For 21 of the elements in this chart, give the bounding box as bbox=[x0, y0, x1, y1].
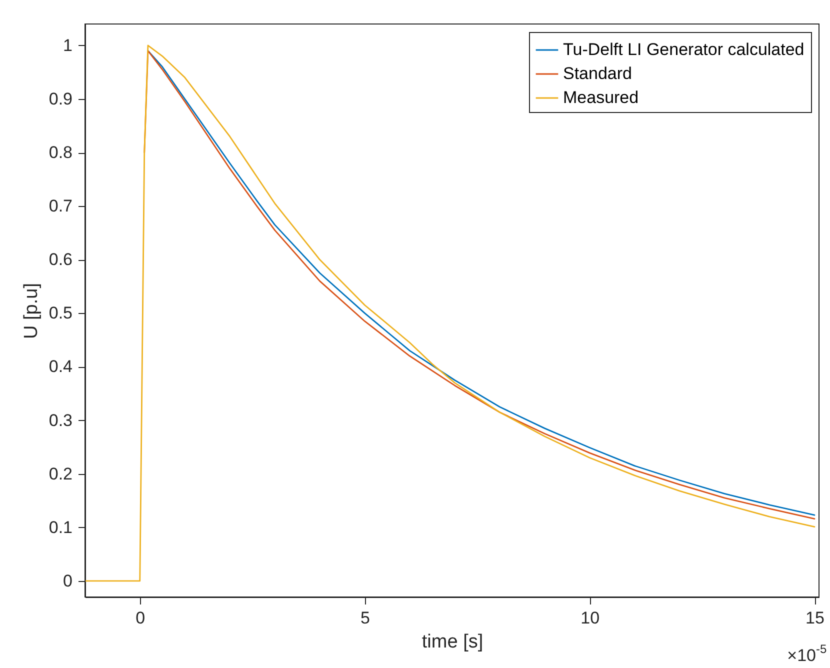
y-tick-label: 0.3 bbox=[48, 410, 72, 430]
y-tick-label: 0.6 bbox=[48, 250, 72, 270]
y-tick-label: 0 bbox=[63, 571, 72, 590]
y-tick-label: 0.8 bbox=[48, 143, 72, 162]
x-tick-label: 0 bbox=[136, 608, 146, 628]
legend-label: Tu-Delft LI Generator calculated bbox=[563, 40, 804, 59]
x-axis-title: time [s] bbox=[422, 632, 484, 652]
y-tick-label: 0.9 bbox=[48, 89, 72, 108]
x-tick-label: 15 bbox=[806, 608, 824, 628]
y-tick-label: 0.2 bbox=[48, 464, 72, 484]
y-tick-label: 0.4 bbox=[48, 357, 72, 376]
y-tick-label: 0.5 bbox=[48, 304, 72, 323]
y-tick-label: 0.1 bbox=[48, 518, 72, 537]
y-tick-label: 1 bbox=[63, 36, 72, 55]
legend-label: Measured bbox=[563, 88, 639, 107]
y-tick-label: 0.7 bbox=[48, 196, 72, 216]
y-axis-title: U [p.u] bbox=[20, 283, 42, 339]
x-tick-label: 10 bbox=[580, 608, 600, 628]
x-tick-label: 5 bbox=[360, 608, 370, 628]
legend-label: Standard bbox=[563, 64, 632, 83]
line-series bbox=[85, 44, 816, 582]
